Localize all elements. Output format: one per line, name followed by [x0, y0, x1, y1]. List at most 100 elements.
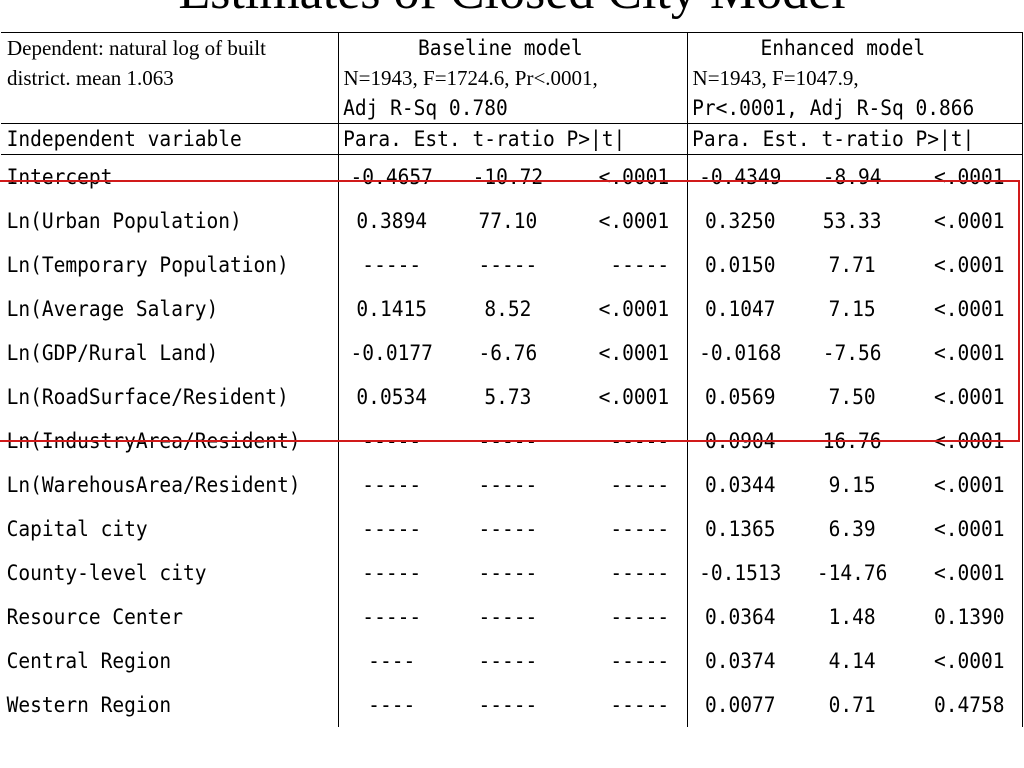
baseline-t-ratio: -----	[478, 693, 538, 717]
enhanced-stats-line2: Pr<.0001, Adj R-Sq 0.866	[686, 93, 1000, 124]
baseline-p-value: -----	[610, 649, 670, 673]
baseline-estimate: -0.4657	[337, 154, 445, 199]
table-row: Western Region ---- ----- ----- 0.0077 0.71 0.…	[1, 683, 1022, 727]
table-row: Ln(RoadSurface/Resident) 0.0534 5.73 <.0001…	[1, 375, 1022, 419]
enhanced-p-value: <.0001	[911, 375, 1015, 419]
enhanced-estimate: 0.3250	[686, 199, 794, 243]
baseline-t-ratio: -----	[478, 561, 538, 585]
enhanced-p-value: <.0001	[911, 243, 1015, 287]
baseline-p-value: -----	[610, 429, 670, 453]
table-row: Ln(Average Salary) 0.1415 8.52 <.0001 0.1047…	[1, 287, 1022, 331]
enhanced-p-value: <.0001	[911, 419, 1015, 463]
variable-name: Ln(IndustryArea/Resident)	[6, 429, 301, 453]
baseline-t-ratio: -6.76	[478, 341, 538, 365]
enhanced-t-ratio: 1.48	[828, 605, 876, 629]
baseline-estimate: -----	[337, 419, 445, 463]
dependent-label-line3	[1, 93, 315, 124]
enhanced-p-value: <.0001	[911, 639, 1015, 683]
enhanced-p-value: <.0001	[911, 331, 1015, 375]
variable-name: Central Region	[6, 649, 172, 673]
enhanced-t-ratio: 16.76	[822, 429, 882, 453]
baseline-p-value: <.0001	[598, 165, 670, 189]
baseline-p-value: <.0001	[598, 297, 670, 321]
table-row: Resource Center ----- ----- ----- 0.0364 1.48…	[1, 595, 1022, 639]
enhanced-t-ratio: 7.71	[828, 253, 876, 277]
baseline-p-value: -----	[610, 473, 670, 497]
enhanced-p-value: <.0001	[911, 287, 1015, 331]
table-row: Ln(Temporary Population) ----- ----- ----- 0…	[1, 243, 1022, 287]
enhanced-t-ratio: 0.71	[828, 693, 876, 717]
variable-name: Ln(GDP/Rural Land)	[6, 341, 219, 365]
enhanced-t-ratio: -8.94	[822, 165, 882, 189]
table-row: County-level city ----- ----- ----- -0.1513-…	[1, 551, 1022, 595]
baseline-t-ratio: 8.52	[484, 297, 532, 321]
enhanced-t-ratio: 9.15	[828, 473, 876, 497]
baseline-p-value: -----	[610, 561, 670, 585]
variable-name: Resource Center	[6, 605, 183, 629]
enhanced-estimate: 0.0364	[686, 595, 794, 639]
baseline-p-value: -----	[610, 253, 670, 277]
enhanced-column-headers: Para. Est. t-ratio P>|t|	[686, 123, 1000, 155]
variable-name: Ln(RoadSurface/Resident)	[6, 385, 289, 409]
enhanced-t-ratio: 6.39	[828, 517, 876, 541]
enhanced-p-value: <.0001	[911, 507, 1015, 551]
baseline-estimate: 0.0534	[337, 375, 445, 419]
baseline-column-headers: Para. Est. t-ratio P>|t|	[337, 123, 663, 155]
variable-name: Ln(Urban Population)	[6, 209, 242, 233]
enhanced-estimate: 0.1047	[686, 287, 794, 331]
enhanced-p-value: <.0001	[911, 154, 1015, 199]
baseline-estimate: -0.0177	[337, 331, 445, 375]
variable-name: Capital city	[6, 517, 148, 541]
enhanced-t-ratio: 4.14	[828, 649, 876, 673]
baseline-model-title: Baseline model	[337, 32, 663, 63]
baseline-p-value: <.0001	[598, 341, 670, 365]
baseline-estimate: ----	[337, 683, 445, 727]
enhanced-p-value: 0.4758	[911, 683, 1015, 727]
estimates-table: Dependent: natural log of built Baseline…	[1, 32, 1023, 727]
enhanced-estimate: 0.0077	[686, 683, 794, 727]
baseline-p-value: <.0001	[598, 385, 670, 409]
baseline-stats-line2: Adj R-Sq 0.780	[337, 93, 663, 124]
baseline-t-ratio: -----	[478, 253, 538, 277]
enhanced-estimate: 0.0374	[686, 639, 794, 683]
baseline-p-value: <.0001	[598, 209, 670, 233]
variable-name: County-level city	[6, 561, 207, 585]
baseline-t-ratio: -----	[478, 473, 538, 497]
baseline-p-value: -----	[610, 517, 670, 541]
baseline-estimate: -----	[337, 507, 445, 551]
enhanced-p-value: 0.1390	[911, 595, 1015, 639]
baseline-estimate: -----	[337, 551, 445, 595]
table-row: Ln(IndustryArea/Resident) ----- ----- -----…	[1, 419, 1022, 463]
baseline-p-value: -----	[610, 693, 670, 717]
table-row: Ln(GDP/Rural Land) -0.0177 -6.76 <.0001 -0.0…	[1, 331, 1022, 375]
baseline-stats-line1: N=1943, F=1724.6, Pr<.0001,	[337, 63, 688, 93]
enhanced-p-value: <.0001	[911, 551, 1015, 595]
enhanced-estimate: -0.1513	[686, 551, 794, 595]
baseline-t-ratio: -----	[478, 429, 538, 453]
enhanced-t-ratio: 7.15	[828, 297, 876, 321]
baseline-t-ratio: 77.10	[478, 209, 538, 233]
baseline-t-ratio: 5.73	[484, 385, 532, 409]
table-row: Central Region ---- ----- ----- 0.0374 4.14 <.…	[1, 639, 1022, 683]
enhanced-estimate: 0.0150	[686, 243, 794, 287]
variable-name: Ln(Temporary Population)	[6, 253, 289, 277]
enhanced-t-ratio: -14.76	[816, 561, 888, 585]
baseline-estimate: -----	[337, 243, 445, 287]
slide-title: Estimates of Closed City Model	[0, 0, 1024, 18]
baseline-p-value: -----	[610, 605, 670, 629]
enhanced-t-ratio: 53.33	[822, 209, 882, 233]
variable-name: Ln(WarehousArea/Resident)	[6, 473, 301, 497]
enhanced-estimate: -0.4349	[686, 154, 794, 199]
variable-name: Western Region	[6, 693, 172, 717]
enhanced-estimate: 0.0569	[686, 375, 794, 419]
baseline-t-ratio: -----	[478, 649, 538, 673]
enhanced-stats-line1: N=1943, F=1047.9,	[686, 63, 1023, 93]
enhanced-estimate: -0.0168	[686, 331, 794, 375]
enhanced-model-title: Enhanced model	[686, 32, 1000, 63]
baseline-estimate: 0.1415	[337, 287, 445, 331]
variable-name: Intercept	[6, 165, 113, 189]
enhanced-p-value: <.0001	[911, 199, 1015, 243]
baseline-estimate: 0.3894	[337, 199, 445, 243]
dependent-label-line1: Dependent: natural log of built	[1, 32, 338, 63]
enhanced-t-ratio: -7.56	[822, 341, 882, 365]
